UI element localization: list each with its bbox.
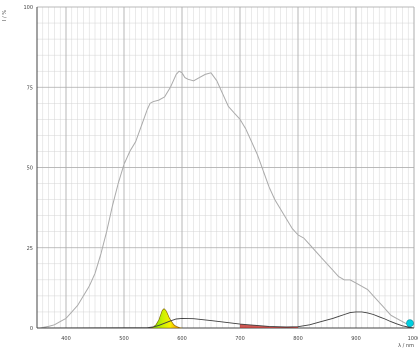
y-tick-label: 50 xyxy=(27,166,33,172)
endpoint-marker xyxy=(406,319,414,327)
endpoint-marker-dot xyxy=(406,319,414,327)
x-tick-label: 600 xyxy=(177,336,187,342)
series-line-sensitivity xyxy=(36,311,415,329)
y-tick-label: 100 xyxy=(23,5,33,11)
x-tick-label: 400 xyxy=(61,336,71,342)
y-tick-label: 75 xyxy=(27,85,33,91)
y-tick-label: 0 xyxy=(30,326,33,332)
x-axis-label: λ / nm xyxy=(398,343,414,349)
peak-area xyxy=(150,308,183,329)
series-lines xyxy=(36,70,415,329)
x-tick-label: 900 xyxy=(351,336,361,342)
y-tick-label: 25 xyxy=(27,246,33,252)
series-line-measured xyxy=(39,70,414,329)
y-axis-label: I / % xyxy=(2,10,8,21)
x-tick-label: 700 xyxy=(235,336,245,342)
x-tick-label: 800 xyxy=(293,336,303,342)
x-tick-label: 500 xyxy=(119,336,129,342)
colored-peak-fill xyxy=(150,308,298,329)
